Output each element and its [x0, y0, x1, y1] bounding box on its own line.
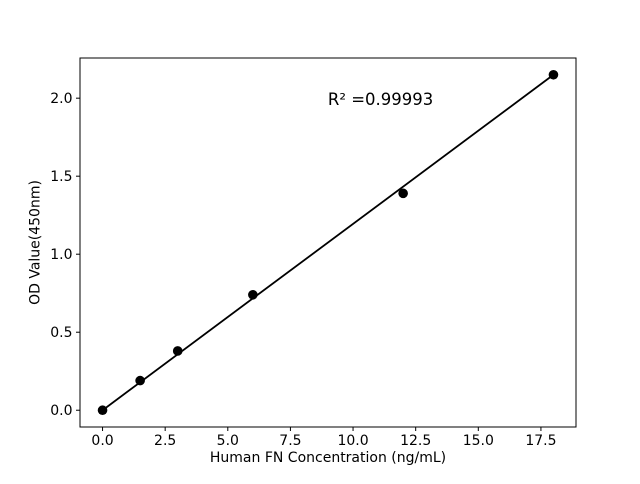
x-tick-label: 7.5: [279, 433, 301, 449]
r-squared-annotation: R² =0.99993: [328, 90, 433, 109]
y-tick-label: 0.0: [50, 403, 72, 419]
x-tick-label: 17.5: [525, 433, 556, 449]
x-tick-label: 10.0: [337, 433, 368, 449]
axes-border: [79, 57, 577, 428]
y-tick-label: 2.0: [50, 91, 72, 107]
y-tick-label: 0.5: [50, 325, 72, 341]
data-points-layer: [97, 69, 559, 416]
x-axis-label: Human FN Concentration (ng/mL): [210, 450, 446, 466]
y-tick-label: 1.5: [50, 169, 72, 185]
data-point: [97, 405, 108, 416]
y-axis-label: OD Value(450nm): [28, 180, 44, 305]
data-point: [548, 69, 559, 80]
x-tick-label: 15.0: [463, 433, 494, 449]
data-point: [172, 346, 183, 356]
axes-spines: [79, 57, 577, 428]
x-tick-label: 5.0: [217, 433, 239, 449]
y-tick-label: 1.0: [50, 247, 72, 263]
axis-ticks: 0.0 2.5 5.0 7.5 10.0 12.5 15.0 17.5 0.0 0.5 1.0 1.5…: [50, 91, 556, 449]
x-tick-label: 12.5: [400, 433, 431, 449]
x-tick-label: 0.0: [91, 433, 113, 449]
data-point: [135, 375, 145, 386]
data-point: [248, 289, 258, 300]
data-point: [398, 188, 408, 199]
x-tick-label: 2.5: [154, 433, 176, 449]
